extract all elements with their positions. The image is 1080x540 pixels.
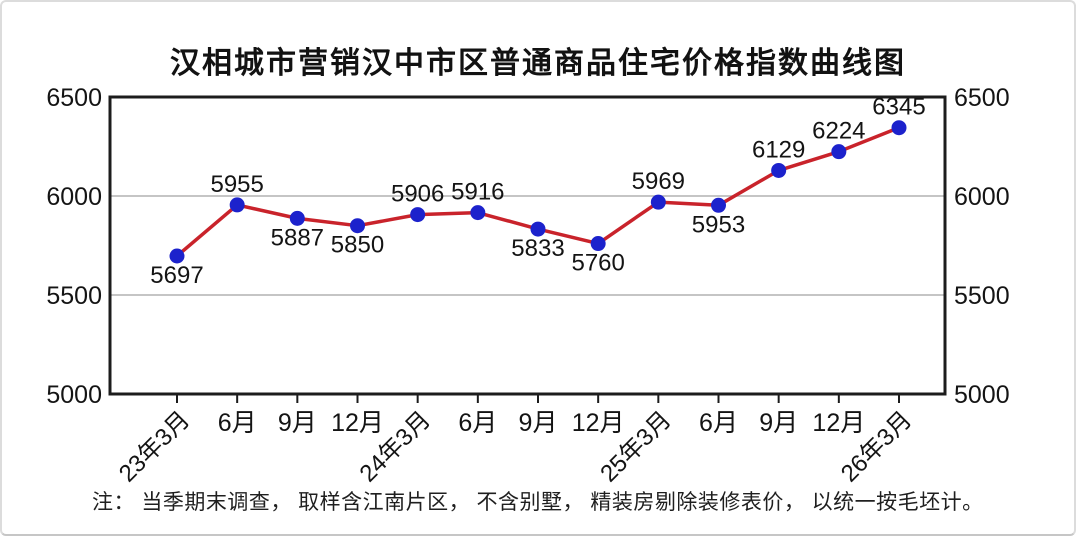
x-axis-label: 6月 — [458, 409, 497, 437]
data-label: 5833 — [511, 235, 564, 262]
data-point — [470, 205, 486, 221]
data-point — [289, 210, 305, 226]
x-axis-label: 6月 — [218, 409, 257, 437]
y-axis-label-left: 5500 — [46, 282, 102, 310]
data-label: 5953 — [692, 211, 745, 238]
chart-title: 汉相城市营销汉中市区普通商品住宅价格指数曲线图 — [170, 47, 906, 80]
data-point — [410, 207, 426, 223]
x-axis-label: 9月 — [278, 409, 317, 437]
data-label: 5760 — [571, 250, 624, 277]
data-label: 5955 — [210, 171, 263, 198]
data-point — [530, 221, 546, 237]
x-axis-label: 12月 — [572, 409, 625, 437]
x-axis-label: 12月 — [331, 409, 384, 437]
data-point — [831, 144, 847, 160]
x-axis-label: 6月 — [699, 409, 738, 437]
x-axis-label: 12月 — [812, 409, 865, 437]
y-axis-label-right: 5500 — [954, 282, 1010, 310]
data-label: 5906 — [391, 181, 444, 208]
y-axis-label-right: 6500 — [954, 84, 1010, 112]
data-point — [711, 197, 726, 213]
data-label: 6345 — [872, 94, 925, 121]
data-point — [590, 236, 606, 252]
data-point — [229, 197, 245, 213]
data-label: 6129 — [752, 136, 805, 163]
data-label: 6224 — [812, 118, 865, 145]
y-axis-label-left: 6500 — [46, 84, 102, 112]
data-point — [771, 162, 787, 178]
data-point — [650, 194, 666, 210]
data-label: 5887 — [271, 224, 324, 251]
y-axis-label-left: 6000 — [46, 183, 102, 211]
data-label: 5697 — [150, 262, 203, 289]
data-point — [169, 248, 185, 264]
data-label: 5969 — [632, 168, 685, 195]
x-axis-label: 9月 — [759, 409, 798, 437]
y-axis-label-right: 6000 — [954, 183, 1010, 211]
data-point — [350, 218, 365, 234]
x-axis-label-rotated: 23年3月 — [114, 406, 195, 487]
y-axis-label-right: 5000 — [954, 381, 1010, 409]
x-axis-label: 9月 — [519, 409, 558, 437]
chart-footnote: 注： 当季期末调查， 取样含江南片区， 不含别墅， 精装房剔除装修表价， 以统一… — [92, 491, 984, 514]
y-axis-label-left: 5000 — [46, 381, 102, 409]
data-point — [891, 120, 907, 136]
data-label: 5916 — [451, 179, 504, 206]
plot-border — [108, 95, 947, 396]
data-label: 5850 — [331, 232, 384, 259]
